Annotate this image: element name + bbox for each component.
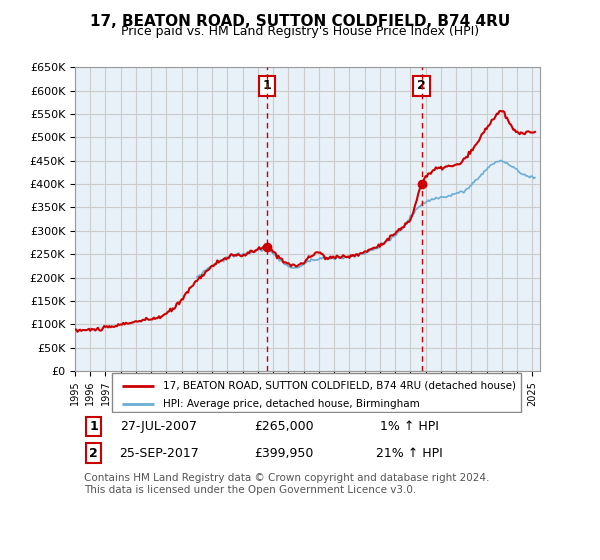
Text: £399,950: £399,950 xyxy=(254,446,314,460)
Text: 25-SEP-2017: 25-SEP-2017 xyxy=(119,446,199,460)
Text: 17, BEATON ROAD, SUTTON COLDFIELD, B74 4RU (detached house): 17, BEATON ROAD, SUTTON COLDFIELD, B74 4… xyxy=(163,381,517,390)
Text: Contains HM Land Registry data © Crown copyright and database right 2024.
This d: Contains HM Land Registry data © Crown c… xyxy=(84,473,490,494)
Text: 21% ↑ HPI: 21% ↑ HPI xyxy=(376,446,443,460)
Text: 2: 2 xyxy=(89,446,98,460)
Text: 27-JUL-2007: 27-JUL-2007 xyxy=(120,419,197,433)
Text: 1: 1 xyxy=(262,80,271,92)
Text: 2: 2 xyxy=(417,80,426,92)
Text: £265,000: £265,000 xyxy=(254,419,314,433)
Text: 17, BEATON ROAD, SUTTON COLDFIELD, B74 4RU: 17, BEATON ROAD, SUTTON COLDFIELD, B74 4… xyxy=(90,14,510,29)
Text: 1: 1 xyxy=(89,419,98,433)
Text: 1% ↑ HPI: 1% ↑ HPI xyxy=(380,419,439,433)
Text: HPI: Average price, detached house, Birmingham: HPI: Average price, detached house, Birm… xyxy=(163,399,420,409)
FancyBboxPatch shape xyxy=(112,374,521,412)
Text: Price paid vs. HM Land Registry's House Price Index (HPI): Price paid vs. HM Land Registry's House … xyxy=(121,25,479,38)
